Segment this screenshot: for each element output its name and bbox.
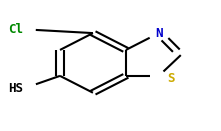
- Text: HS: HS: [8, 82, 23, 95]
- Text: N: N: [155, 27, 163, 40]
- Text: Cl: Cl: [8, 23, 23, 36]
- Text: S: S: [168, 72, 175, 85]
